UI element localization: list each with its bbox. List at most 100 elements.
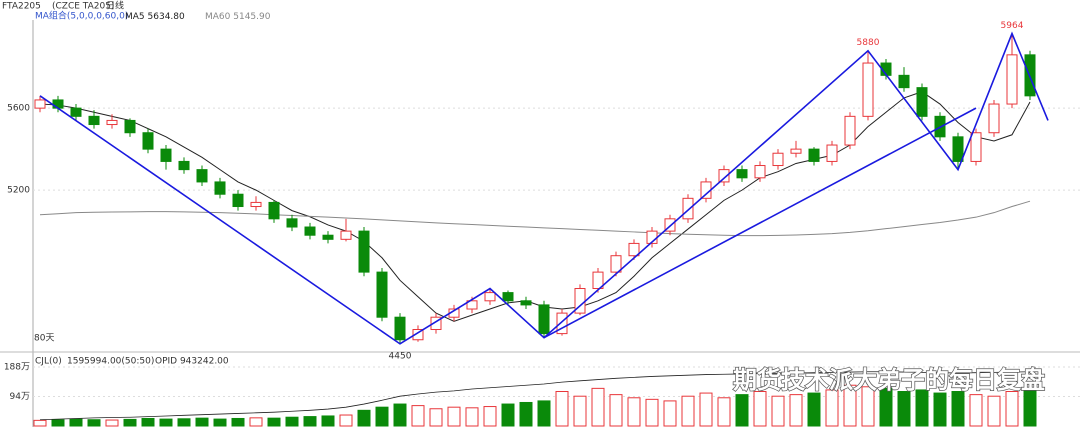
volume-bar [663, 400, 677, 427]
volume-bar [1023, 387, 1037, 427]
volume-bar [195, 417, 209, 427]
candle-body [844, 115, 856, 146]
candle-body [142, 132, 154, 150]
candle-body [232, 193, 244, 208]
candle-body [106, 119, 118, 126]
candle-body [520, 300, 532, 306]
candle-body [430, 316, 442, 331]
volume-bar [33, 419, 47, 427]
volume-bar [861, 386, 875, 427]
candle-body [538, 304, 550, 335]
volume-bar [789, 394, 803, 427]
candle-body [970, 132, 982, 162]
candle-body [394, 316, 406, 341]
candle-body [70, 107, 82, 117]
volume-bar [123, 418, 137, 427]
trend-line [543, 107, 977, 339]
volume-bar [429, 408, 443, 427]
volume-bar [735, 394, 749, 427]
volume-bar [303, 416, 317, 427]
volume-bar [393, 403, 407, 427]
open-interest-line [39, 371, 1031, 421]
volume-header: OPID 943242.00 [155, 357, 229, 367]
y-tick-label: 5200 [7, 186, 30, 196]
volume-bar [987, 395, 1001, 427]
volume-bar [825, 389, 839, 427]
volume-bar [321, 415, 335, 427]
candle-body [610, 255, 622, 273]
candle-body [322, 234, 334, 240]
code: (CZCE TA205) [52, 2, 114, 12]
candle-body [340, 230, 352, 240]
legend-entry: MA60 5145.90 [205, 12, 271, 22]
volume-bar [159, 418, 173, 427]
volume-bar [681, 395, 695, 427]
candle-body [682, 197, 694, 220]
volume-bar [609, 394, 623, 427]
candle-body [304, 226, 316, 236]
peak-label: 4450 [389, 351, 412, 361]
candle-body [988, 103, 1000, 134]
volume-header: CJL(0) [35, 357, 62, 367]
volume-bar [969, 394, 983, 427]
candle-body [412, 329, 424, 341]
volume-bar [753, 391, 767, 427]
volume-bar [87, 419, 101, 427]
volume-bar [285, 416, 299, 427]
volume-bar [375, 406, 389, 427]
legend-name: MA60 [205, 12, 231, 22]
period-label: 80天 [34, 334, 54, 344]
ma-line [39, 200, 1031, 237]
volume-bar [699, 392, 713, 427]
volume-bar [555, 391, 569, 427]
candle-body [862, 62, 874, 117]
candle-body [772, 152, 784, 167]
candle-body [124, 119, 136, 134]
candle-body [916, 87, 928, 117]
volume-bar [519, 401, 533, 427]
candle-body [178, 160, 190, 171]
zigzag-line [39, 31, 1049, 345]
watermark: 期货技术派大弟子的每日复盘 [733, 366, 1045, 394]
candle-body [196, 169, 208, 183]
candle-body [88, 115, 100, 126]
volume-bar [447, 406, 461, 427]
symbol: FTA2205 [2, 2, 41, 12]
volume-bar [105, 419, 119, 427]
candle-body [268, 201, 280, 220]
volume-bar [465, 407, 479, 427]
indicator: MA组合(5,0,0,0,60,0) [35, 10, 128, 22]
volume-bar [411, 405, 425, 427]
volume-bar [213, 418, 227, 427]
candle-body [358, 230, 370, 273]
volume-bar [231, 417, 245, 427]
volume-bar [573, 395, 587, 427]
volume-bar [897, 391, 911, 427]
candle-body [484, 292, 496, 302]
candle-body [718, 169, 730, 183]
legend-name: MA5 [125, 12, 145, 22]
candle-body [898, 74, 910, 89]
volume-bar [879, 387, 893, 427]
volume-bar [483, 406, 497, 427]
candle-body [754, 165, 766, 179]
candle-body [250, 201, 262, 208]
candle-body [592, 271, 604, 290]
ma-line [39, 91, 1031, 322]
volume-bar [141, 417, 155, 427]
volume-tick-label: 94万 [10, 392, 30, 402]
candle-body [502, 292, 514, 302]
volume-bar [843, 384, 857, 427]
volume-bar [717, 397, 731, 427]
candle-body [808, 148, 820, 162]
legend-entry: MA5 5634.80 [125, 12, 185, 22]
candle-body [214, 181, 226, 195]
peak-label: 5964 [1001, 21, 1024, 31]
volume-header: 1595994.00(50:50) [67, 357, 154, 367]
volume-bar [933, 392, 947, 427]
volume-bar [357, 409, 371, 427]
volume-bar [177, 418, 191, 427]
candle-body [52, 99, 64, 109]
